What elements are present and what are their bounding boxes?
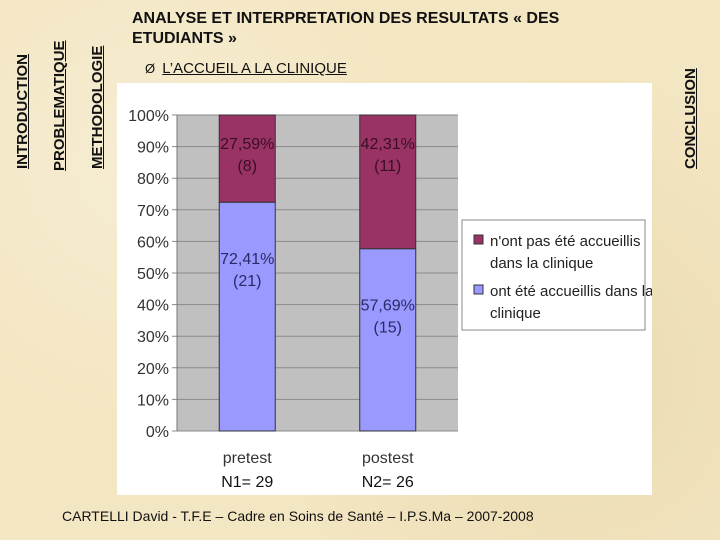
y-tick-label: 20% xyxy=(137,361,169,378)
y-tick-label: 70% xyxy=(137,203,169,220)
x-tick-label: postest xyxy=(362,450,414,467)
category-note: N1= 29 xyxy=(221,474,273,491)
data-label: 57,69% xyxy=(361,298,415,315)
y-tick-label: 40% xyxy=(137,298,169,315)
tab-conclusion[interactable]: CONCLUSION xyxy=(682,68,699,169)
y-tick-label: 80% xyxy=(137,171,169,188)
legend-swatch xyxy=(473,234,484,245)
legend-label: dans la clinique xyxy=(490,255,593,272)
bar-segment xyxy=(218,201,276,432)
section-subtitle: Ø L’ACCUEIL A LA CLINIQUE xyxy=(145,60,347,77)
legend-label: clinique xyxy=(490,305,541,322)
x-tick-label: pretest xyxy=(223,450,272,467)
tab-introduction[interactable]: INTRODUCTION xyxy=(14,54,31,169)
legend-label: n'ont pas été accueillis xyxy=(490,233,640,250)
bar-segment xyxy=(218,114,276,203)
legend-swatch xyxy=(473,284,484,295)
y-tick-label: 30% xyxy=(137,329,169,346)
tab-problematique[interactable]: PROBLEMATIQUE xyxy=(51,40,68,171)
y-tick-label: 0% xyxy=(146,424,169,441)
data-label: 42,31% xyxy=(361,136,415,153)
legend-box xyxy=(461,219,646,331)
data-label: (21) xyxy=(233,273,261,290)
y-tick-label: 100% xyxy=(128,108,169,125)
tab-methodologie[interactable]: METHODOLOGIE xyxy=(89,45,106,169)
legend-label: ont été accueillis dans la xyxy=(490,283,652,300)
footer-credit: CARTELLI David - T.F.E – Cadre en Soins … xyxy=(62,508,534,524)
data-label: (8) xyxy=(237,158,257,175)
category-note: N2= 26 xyxy=(362,474,414,491)
subtitle-text: L’ACCUEIL A LA CLINIQUE xyxy=(162,60,347,77)
bar-segment xyxy=(359,248,417,432)
y-tick-label: 50% xyxy=(137,266,169,283)
chart-panel: 0% 10% 20% 30% 40% 50% 60% 70% 80% 90% 100% 72,41% (… xyxy=(117,83,654,495)
page-title: ANALYSE ET INTERPRETATION DES RESULTATS … xyxy=(132,10,560,47)
data-label: (11) xyxy=(374,158,401,175)
y-tick-label: 10% xyxy=(137,392,169,409)
bar-segment xyxy=(359,114,417,250)
data-label: 27,59% xyxy=(220,136,274,153)
y-tick-label: 90% xyxy=(137,140,169,157)
data-label: (15) xyxy=(374,320,402,337)
stacked-bar-chart: 0% 10% 20% 30% 40% 50% 60% 70% 80% 90% 100% 72,41% (… xyxy=(128,108,654,491)
data-label: 72,41% xyxy=(220,251,274,268)
arrow-bullet-icon: Ø xyxy=(145,61,156,76)
y-tick-label: 60% xyxy=(137,234,169,251)
